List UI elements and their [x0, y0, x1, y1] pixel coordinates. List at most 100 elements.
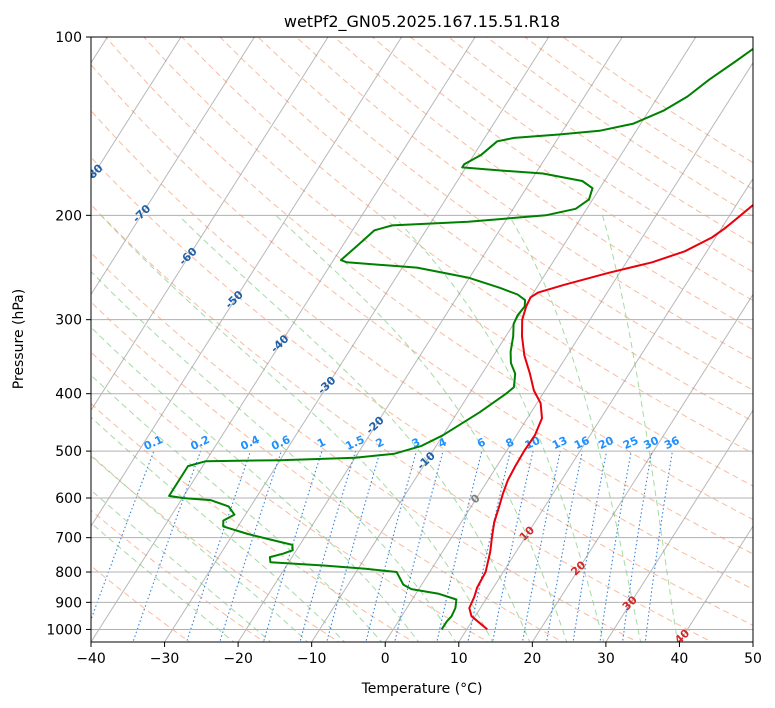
isotherm-label: -50 — [223, 288, 247, 311]
x-tick-label: 40 — [671, 651, 689, 667]
moist-adiabat — [508, 215, 642, 642]
x-tick-label: 0 — [381, 651, 390, 667]
mixing-ratio-line — [492, 450, 534, 642]
mixing-ratio-label: 25 — [621, 434, 640, 452]
isotherm-line — [458, 177, 753, 642]
isotherm-line — [311, 37, 697, 642]
dry-adiabat — [91, 455, 340, 642]
y-tick-label: 700 — [55, 531, 82, 547]
mixing-ratio-labels: 0.1 0.2 0.4 0.6 1 1.5 2 3 4 6 8 10 13 16 20 25 30 36 — [142, 433, 682, 453]
dry-adiabat — [372, 37, 753, 302]
moist-adiabat — [100, 214, 494, 642]
dry-adiabat — [91, 402, 415, 642]
x-axis-ticks: −40 −30 −20 −10 0 10 20 30 40 50 — [76, 642, 762, 667]
mixing-ratio-label: 8 — [504, 435, 516, 450]
moist-adiabat — [91, 270, 457, 642]
isotherm-line — [164, 37, 550, 642]
isotherm-label: 10 — [517, 523, 537, 543]
isotherm-label: -70 — [130, 202, 154, 225]
background-lines — [91, 37, 753, 642]
isotherm-line — [605, 409, 753, 642]
isotherm-label: 30 — [620, 593, 640, 613]
mixing-ratio-line — [394, 450, 444, 642]
mixing-ratio-line — [365, 450, 418, 642]
isotherm-label: -40 — [268, 332, 292, 355]
dry-adiabat — [91, 156, 753, 627]
dry-adiabat — [91, 509, 266, 642]
x-tick-label: 50 — [744, 651, 762, 667]
y-tick-label: 800 — [55, 565, 82, 581]
dry-adiabat — [181, 37, 753, 454]
isotherm-line — [91, 37, 403, 528]
x-tick-label: 20 — [523, 651, 541, 667]
mixing-ratio-label: 36 — [662, 434, 682, 452]
moist-adiabat — [91, 489, 272, 642]
mixing-ratio-line — [219, 450, 282, 642]
isotherm-label: 0 — [468, 491, 483, 506]
plot-frame — [90, 36, 754, 643]
moist-adiabat — [91, 374, 383, 642]
mixing-ratio-line — [521, 450, 561, 642]
mixing-ratio-line — [299, 450, 357, 642]
isotherm-label: -100 — [0, 69, 18, 98]
y-tick-label: 200 — [55, 208, 82, 224]
isotherm-label: -10 — [414, 449, 438, 472]
isotherm-line — [91, 37, 255, 296]
dry-adiabat — [333, 37, 753, 331]
mixing-ratio-label: 2 — [374, 435, 386, 450]
isotherm-label: -20 — [363, 414, 387, 437]
dry-adiabat — [486, 37, 753, 217]
isotherm-line — [91, 37, 329, 412]
mixing-ratio-label: 13 — [550, 434, 569, 452]
moist-adiabat — [275, 214, 568, 642]
mixing-ratio-line — [622, 451, 653, 642]
y-tick-label: 500 — [55, 444, 82, 460]
profiles — [168, 47, 753, 631]
dry-adiabat — [91, 351, 490, 642]
y-tick-label: 900 — [55, 595, 82, 611]
y-tick-label: 1000 — [46, 622, 82, 638]
isotherm-line — [237, 37, 623, 642]
mixing-ratio-line — [186, 450, 252, 642]
dry-adiabat — [105, 37, 753, 521]
isotherm-label: -80 — [82, 161, 106, 184]
dry-adiabat — [91, 109, 753, 590]
mixing-ratio-line — [326, 450, 381, 642]
mixing-ratio-line — [467, 450, 511, 642]
mixing-ratio-line — [91, 450, 155, 622]
isotherm-line — [91, 37, 182, 180]
moist-adiabat — [602, 215, 679, 642]
x-tick-label: 30 — [597, 651, 615, 667]
moist-adiabat — [178, 214, 531, 642]
isotherm-line — [384, 61, 753, 642]
mixing-ratio-label: 1.5 — [343, 433, 366, 453]
isotherm-line — [531, 293, 753, 642]
isotherm-line — [91, 37, 476, 642]
isotherm-line — [679, 525, 753, 642]
temperature-profile — [468, 203, 753, 631]
mixing-ratio-label: 16 — [572, 434, 592, 452]
isotherm-label: -60 — [176, 245, 200, 268]
dry-adiabat — [219, 37, 753, 422]
dry-adiabat — [562, 37, 753, 164]
mixing-ratio-line — [132, 450, 202, 642]
x-tick-label: −10 — [297, 651, 327, 667]
x-axis-label: Temperature (°C) — [361, 681, 483, 697]
mixing-ratio-line — [546, 450, 583, 642]
dewpoint-profile — [168, 47, 753, 630]
y-tick-label: 100 — [55, 30, 82, 46]
x-tick-label: −40 — [76, 651, 106, 667]
mixing-ratio-label: 0.6 — [269, 433, 292, 453]
moist-adiabat — [91, 416, 346, 642]
pressure-grid — [91, 37, 753, 630]
dry-adiabat — [143, 37, 753, 487]
mixing-ratio-line — [644, 451, 673, 642]
moist-adiabat — [91, 326, 420, 642]
y-axis-ticks: 100 200 300 400 500 600 700 800 900 1000 — [46, 30, 91, 638]
dry-adiabat — [91, 252, 639, 642]
y-tick-label: 300 — [55, 313, 82, 329]
chart-title: wetPf2_GN05.2025.167.15.51.R18 — [284, 12, 560, 32]
x-tick-label: 10 — [450, 651, 468, 667]
